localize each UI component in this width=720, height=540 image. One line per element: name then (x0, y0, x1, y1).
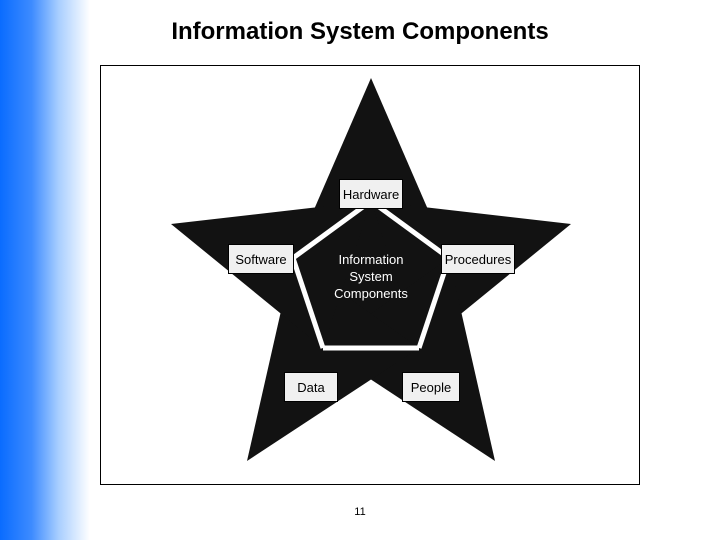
slide: Information System Components (0, 0, 720, 540)
left-gradient-bar (0, 0, 90, 540)
page-number: 11 (0, 506, 720, 518)
center-label-line3: Components (334, 286, 408, 301)
slide-title: Information System Components (0, 18, 720, 46)
component-box-data: Data (284, 372, 338, 402)
component-box-hardware: Hardware (339, 179, 403, 209)
component-box-software: Software (228, 244, 294, 274)
star-diagram: Information System Components Hardware P… (101, 66, 639, 484)
center-label-line1: Information (338, 252, 403, 267)
center-label: Information System Components (311, 252, 431, 303)
component-box-procedures: Procedures (441, 244, 515, 274)
diagram-frame: Information System Components Hardware P… (100, 65, 640, 485)
center-label-line2: System (349, 269, 392, 284)
component-box-people: People (402, 372, 460, 402)
